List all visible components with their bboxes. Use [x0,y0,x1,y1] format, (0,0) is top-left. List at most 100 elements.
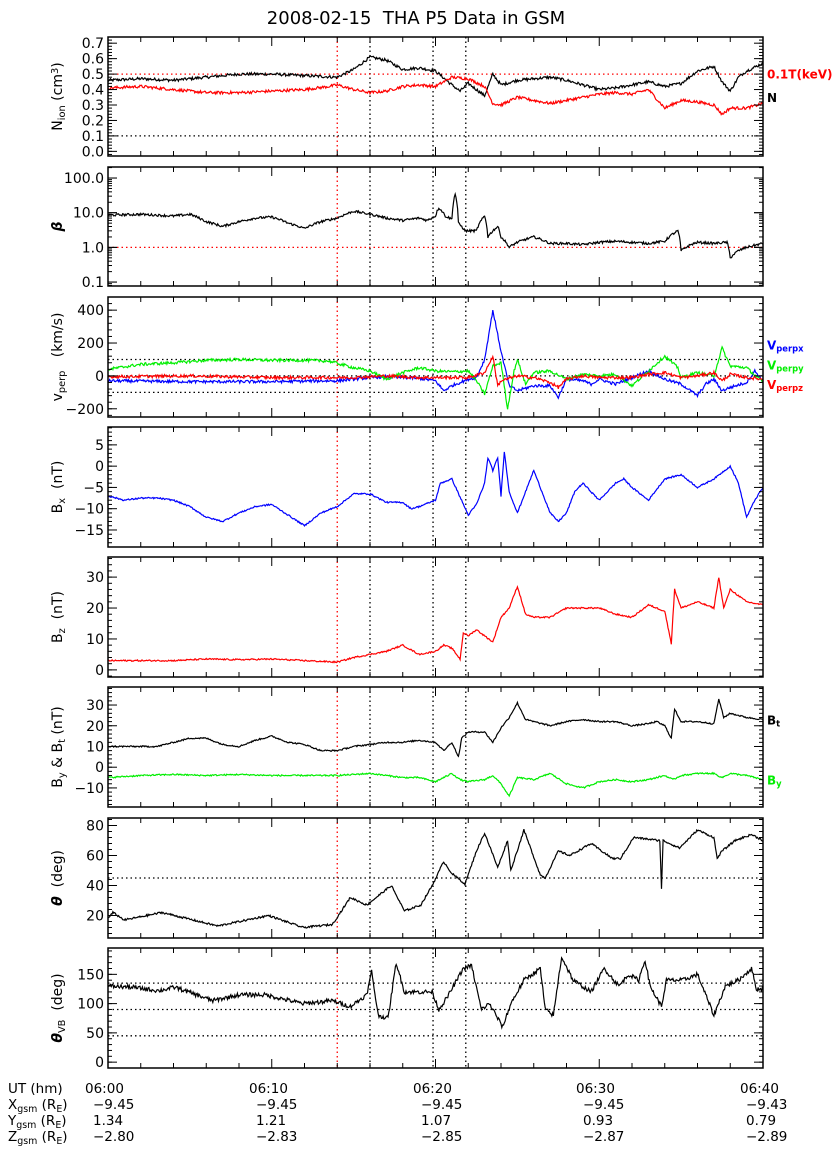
footer-value: 0.93 [583,1113,613,1129]
y-tick-label: 20 [86,909,104,925]
footer-value: 06:40 [740,1081,779,1097]
y-tick-label: 0 [95,760,104,776]
footer-value: −2.85 [421,1129,462,1145]
y-tick-label: 20 [86,719,104,735]
y-axis-label: β [50,221,66,232]
y-tick-label: 0.0 [82,144,104,160]
y-tick-label: 30 [86,698,104,714]
footer-value: 06:30 [576,1081,615,1097]
footer-row: Ygsm (RE) 1.34 1.21 1.07 0.93 0.79 [7,1113,776,1131]
y-tick-label: 1.0 [82,240,104,256]
footer-row-label: Zgsm (RE) [8,1129,68,1147]
footer-value: 1.34 [93,1113,123,1129]
footer-row: Xgsm (RE) −9.45 −9.45 −9.45 −9.45 −9.43 [8,1097,787,1115]
footer-row-label: Xgsm (RE) [8,1097,68,1115]
footer-value: 1.07 [421,1113,451,1129]
panel-6: −10 0 10 20 30 By & Bt (nT) Bt By [50,686,782,808]
legend-label-vperpx: Vperpx [767,339,804,354]
series-line-theta [108,828,763,929]
legend-label-bt: Bt [767,714,780,729]
y-tick-label: 10 [86,739,104,755]
footer-value: 06:00 [85,1081,124,1097]
y-tick-label: 200 [77,336,104,352]
panel-5: 0 10 20 30 Bz (nT) [50,556,764,679]
footer-row-label: UT (hm) [8,1081,63,1097]
y-tick-label: 0.2 [82,113,104,129]
series-line-n [108,54,763,98]
footer-value: 06:20 [413,1081,452,1097]
y-tick-label: 40 [86,879,104,895]
panel-1: 0.00.10.20.30.40.50.60.7 Nion (cm3) N 0.1T(… [50,36,832,160]
series-line-vperpz [108,354,763,389]
series-line-bt [108,698,763,758]
y-tick-label: 0.1 [82,129,104,145]
legend-label-vperpy: Vperpy [767,358,804,373]
chart-title: 2008-02-15 THA P5 Data in GSM [267,8,565,29]
y-axis-label: Bz (nT) [50,591,68,643]
y-axis-label: Bx (nT) [50,461,68,514]
panel-frame [107,426,764,548]
y-tick-label: 400 [77,303,104,319]
panel-7: 20 40 60 80 θ (deg) [50,817,764,939]
y-tick-label: 0.7 [82,36,104,52]
y-tick-label: 0.3 [82,98,104,114]
footer-value: −9.45 [583,1097,624,1113]
series-line-bx [108,451,763,527]
series-line-thetavb [108,956,763,1030]
y-tick-label: 10.0 [73,206,104,222]
y-tick-label: 10 [86,632,104,648]
series-line-0-1t-kev- [108,75,763,116]
legend-label-by: By [767,774,782,789]
footer-value: −2.80 [93,1129,134,1145]
panel-frame [107,686,764,808]
y-tick-label: 0.1 [82,275,104,291]
y-tick-label: 50 [86,1026,104,1042]
y-tick-label: 100.0 [64,171,104,187]
series-line-vperpx [108,309,763,400]
y-tick-label: 0 [95,1055,104,1071]
panel-frame [107,947,764,1069]
y-tick-label: 20 [86,601,104,617]
y-tick-label: −5 [83,480,104,496]
panel-4: −15 −10 −5 0 5 Bx (nT) [50,426,764,548]
y-axis-label: By & Bt (nT) [50,706,68,788]
footer-row: UT (hm) 06:00 06:10 06:20 06:30 06:40 [8,1081,779,1097]
y-tick-label: 0 [95,663,104,679]
panel-3: −200 0 200 400 vperp (km/s) Vperpx Vperpy Vperp… [50,296,804,418]
y-tick-label: 150 [77,967,104,983]
series-line-vperpy [108,345,763,410]
y-axis-label: vperp (km/s) [50,313,68,402]
panel-frame [107,166,764,287]
y-axis-label: Nion (cm3) [50,62,68,130]
y-tick-label: 100 [77,997,104,1013]
y-tick-label: −15 [74,523,104,539]
y-tick-label: 0.4 [82,83,104,99]
footer-value: −9.45 [421,1097,462,1113]
footer-value: −9.45 [256,1097,297,1113]
footer-row: Zgsm (RE) −2.80 −2.83 −2.85 −2.87 −2.89 [8,1129,787,1147]
footer-value: −2.83 [256,1129,297,1145]
panel-frame [107,36,764,157]
y-axis-label: θVB (deg) [50,973,68,1042]
panel-2: 0.1 1.0 10.0 100.0 β [50,166,764,291]
series-line-beta [108,191,763,259]
y-tick-label: −200 [66,402,104,418]
y-tick-label: −10 [74,502,104,518]
y-tick-label: 0.5 [82,67,104,83]
footer-row-label: Ygsm (RE) [7,1113,67,1131]
footer-value: 06:10 [249,1081,288,1097]
footer-value: −9.45 [93,1097,134,1113]
series-line-bz [108,577,763,664]
y-tick-label: 30 [86,570,104,586]
y-tick-label: 80 [86,819,104,835]
footer-value: 1.21 [256,1113,286,1129]
footer-value: −2.87 [583,1129,624,1145]
footer-value: −9.43 [746,1097,787,1113]
y-tick-label: −10 [74,781,104,797]
y-axis-label: θ (deg) [50,850,66,906]
legend-label-vperpz: Vperpz [767,378,803,393]
series-line-by [108,771,763,798]
y-tick-label: 0.6 [82,52,104,68]
panel-8: 0 50 100 150 θVB (deg) [50,947,764,1071]
